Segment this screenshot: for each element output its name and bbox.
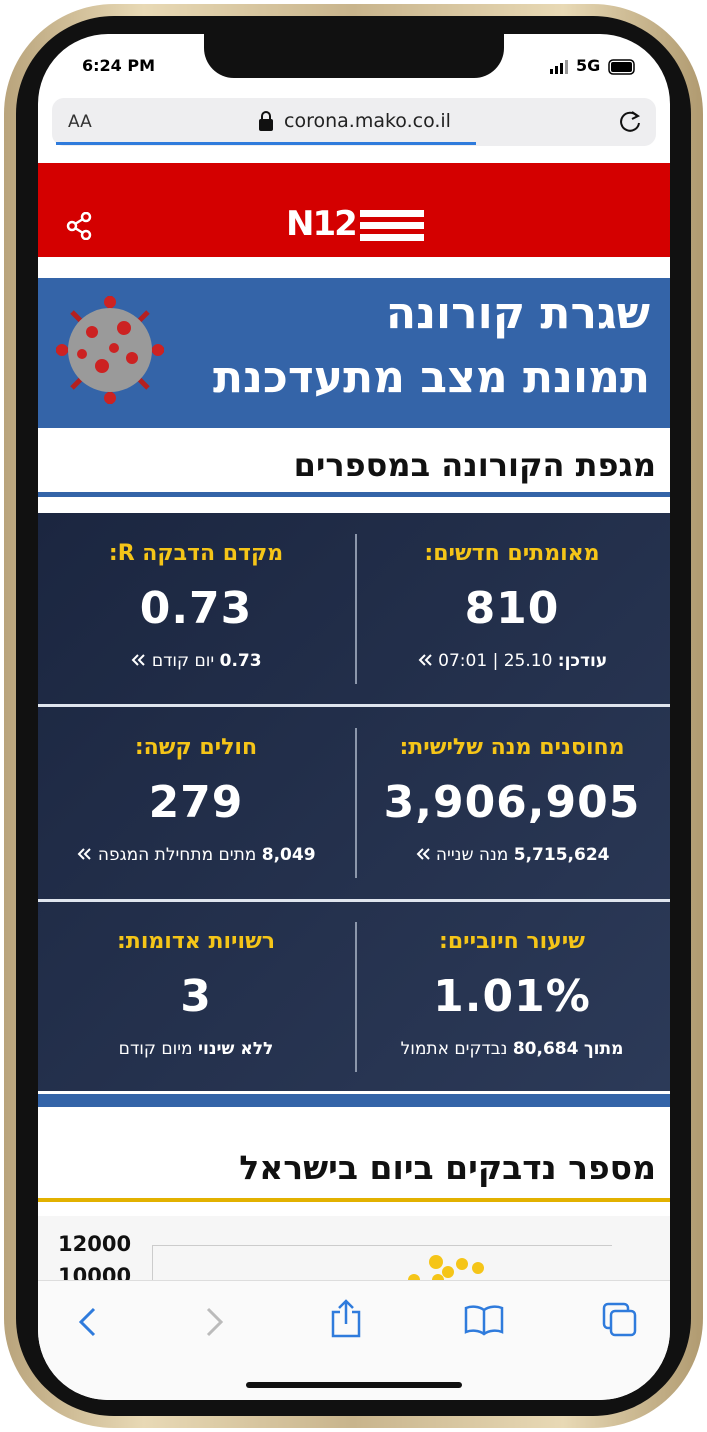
column-separator [355, 922, 357, 1072]
stat-value: 279 [148, 777, 244, 828]
stat-label: מאומתים חדשים: [424, 541, 600, 566]
banner-subtitle: תמונת מצב מתעדכנת [212, 352, 650, 403]
notch [204, 34, 504, 78]
tabs-button[interactable] [602, 1302, 638, 1338]
address-bar[interactable] [52, 98, 656, 146]
signal-icon [550, 60, 568, 74]
stat-value: 1.01% [433, 971, 591, 1022]
stat-card: מקדם הדבקה R: 0.73 0.73 יום קודם [38, 513, 354, 705]
stat-label: מקדם הדבקה R: [108, 541, 284, 566]
screen: 6:24 PM 5G AA corona.mako.co.il N12 שגרת… [38, 34, 670, 1400]
logo-stripes [360, 210, 424, 241]
share-button[interactable] [66, 212, 94, 240]
stat-label: חולים קשה: [134, 735, 258, 760]
stat-note-part: 5,715,624 [513, 845, 610, 865]
stat-value: 3 [180, 971, 212, 1022]
stat-note: 5,715,624 מנה שנייה [354, 845, 670, 865]
status-time: 6:24 PM [82, 56, 156, 75]
stat-note: עודכן: 25.10 | 07:01 [354, 651, 670, 671]
forward-button[interactable] [202, 1306, 226, 1338]
stat-card: חולים קשה: 279 8,049 מתים מתחילת המגפה [38, 707, 354, 899]
site-header [38, 163, 670, 257]
battery-icon [608, 59, 635, 75]
chart-rule [38, 1198, 670, 1202]
stat-card: רשויות אדומות: 3 ללא שינוי מיום קודם [38, 901, 354, 1093]
load-progress [56, 142, 476, 145]
section-rule [38, 492, 670, 497]
column-separator [355, 728, 357, 878]
back-button[interactable] [76, 1306, 100, 1338]
stat-note-part: יום קודם [151, 651, 215, 671]
axis-line [152, 1245, 153, 1285]
browser-toolbar [38, 1280, 670, 1400]
grid-line [152, 1245, 612, 1246]
more-arrow[interactable] [415, 848, 431, 860]
stat-note-part: מיום קודם [118, 1039, 193, 1059]
stat-note-part: מתוך [583, 1039, 624, 1059]
stat-note: 8,049 מתים מתחילת המגפה [38, 845, 354, 865]
stats-panel [38, 513, 670, 1091]
stat-value: 810 [464, 583, 560, 634]
column-separator [355, 534, 357, 684]
stat-note-part: מתים מתחילת המגפה [97, 845, 257, 865]
bookmarks-button[interactable] [464, 1304, 504, 1336]
row-separator [38, 704, 670, 707]
share-sheet-button[interactable] [330, 1298, 362, 1338]
text-size-button[interactable]: AA [68, 112, 92, 132]
stat-value: 0.73 [139, 583, 253, 634]
stat-note-part: 0.73 [219, 651, 262, 671]
stat-value: 3,906,905 [383, 777, 641, 828]
banner-title: שגרת קורונה [385, 288, 650, 339]
row-separator [38, 899, 670, 902]
stat-note-part: 25.10 | 07:01 [438, 651, 553, 671]
section-bar [38, 1094, 670, 1107]
stat-label: מחוסנים מנה שלישית: [399, 735, 625, 760]
chart-title: מספר נדבקים ביום בישראל [239, 1148, 656, 1187]
chart-area [38, 1216, 670, 1286]
stat-note-part: 8,049 [261, 845, 316, 865]
reload-button[interactable] [618, 108, 644, 134]
url[interactable]: corona.mako.co.il [284, 110, 451, 132]
more-arrow[interactable] [417, 654, 433, 666]
more-arrow[interactable] [76, 848, 92, 860]
stat-note-part: עודכן: [557, 651, 608, 671]
logo[interactable]: N12 [286, 204, 358, 244]
stat-label: שיעור חיוביים: [439, 929, 585, 954]
stat-card: מחוסנים מנה שלישית: 3,906,905 5,715,624 מנ… [354, 707, 670, 899]
stat-card: מאומתים חדשים: 810 עודכן: 25.10 | 07:01 [354, 513, 670, 705]
network-label: 5G [576, 56, 601, 75]
stat-note-part: מנה שנייה [435, 845, 509, 865]
stat-note: ללא שינוי מיום קודם [38, 1039, 354, 1059]
stat-note: 0.73 יום קודם [38, 651, 354, 671]
stat-card: שיעור חיוביים: 1.01% מתוך 80,684 נבדקים את… [354, 901, 670, 1093]
stat-note-part: 80,684 [512, 1039, 579, 1059]
section-title: מגפת הקורונה במספרים [293, 446, 656, 484]
home-indicator [246, 1382, 462, 1388]
stat-note-part: ללא שינוי [198, 1039, 274, 1059]
stat-note: מתוך 80,684 נבדקים אתמול [354, 1039, 670, 1059]
stat-label: רשויות אדומות: [117, 929, 275, 954]
y-tick-label: 12000 [58, 1232, 132, 1256]
lock-icon [259, 111, 273, 131]
virus-image [56, 296, 164, 404]
more-arrow[interactable] [130, 654, 146, 666]
stat-note-part: נבדקים אתמול [400, 1039, 508, 1059]
